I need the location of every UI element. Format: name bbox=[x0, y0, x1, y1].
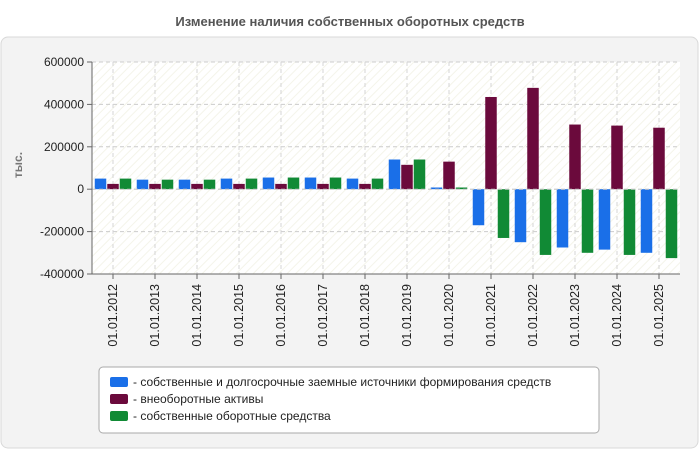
x-tick-label: 01.01.2016 bbox=[274, 284, 288, 347]
bars-layer bbox=[94, 87, 678, 259]
legend-label-1: - собственные и долгосрочные заемные ист… bbox=[133, 375, 551, 389]
x-tick-label: 01.01.2024 bbox=[610, 284, 624, 347]
bar-series-3 bbox=[287, 177, 300, 190]
x-tick-label: 01.01.2019 bbox=[400, 284, 414, 347]
bar-series-2 bbox=[233, 183, 245, 190]
x-tick-label: 01.01.2021 bbox=[484, 284, 498, 347]
bar-series-1 bbox=[598, 189, 611, 250]
bar-series-2 bbox=[569, 124, 581, 190]
x-tick-label: 01.01.2017 bbox=[316, 284, 330, 347]
legend: - собственные и долгосрочные заемные ист… bbox=[110, 375, 551, 423]
bar-series-2 bbox=[191, 183, 203, 190]
bar-series-3 bbox=[203, 179, 216, 190]
bar-series-1 bbox=[220, 178, 233, 190]
bar-series-3 bbox=[329, 177, 342, 190]
bar-series-2 bbox=[275, 183, 287, 190]
bar-series-3 bbox=[245, 178, 258, 190]
bar-series-2 bbox=[485, 96, 497, 190]
bar-series-1 bbox=[472, 189, 485, 226]
y-tick-labels: 600000 400000 200000 0 -200000 -400000 bbox=[40, 55, 84, 281]
bar-series-3 bbox=[497, 189, 510, 238]
x-tick-label: 01.01.2025 bbox=[652, 284, 666, 347]
bar-series-1 bbox=[430, 187, 443, 190]
bar-series-1 bbox=[178, 179, 191, 190]
bar-series-3 bbox=[161, 179, 174, 190]
bar-series-1 bbox=[262, 177, 275, 190]
bar-series-3 bbox=[455, 187, 468, 190]
x-tick-label: 01.01.2012 bbox=[106, 284, 120, 347]
bar-series-2 bbox=[527, 87, 539, 190]
x-tick-label: 01.01.2022 bbox=[526, 284, 540, 347]
bar-series-3 bbox=[539, 189, 552, 255]
x-tick-label: 01.01.2023 bbox=[568, 284, 582, 347]
bar-series-2 bbox=[149, 183, 161, 190]
bar-series-1 bbox=[556, 189, 569, 248]
y-tick-label: -200000 bbox=[40, 225, 84, 239]
legend-label-2: - внеоборотные активы bbox=[133, 392, 263, 406]
y-tick-label: -400000 bbox=[40, 267, 84, 281]
bar-series-1 bbox=[640, 189, 653, 253]
chart-title: Изменение наличия собственных оборотных … bbox=[175, 14, 524, 29]
x-tick-label: 01.01.2015 bbox=[232, 284, 246, 347]
x-tick-labels: 01.01.2012 01.01.2013 01.01.2014 01.01.2015… bbox=[106, 284, 666, 347]
bar-series-3 bbox=[581, 189, 594, 253]
legend-box bbox=[98, 366, 600, 434]
bar-series-2 bbox=[359, 183, 371, 190]
y-tick-label: 600000 bbox=[44, 55, 84, 69]
x-tick-label: 01.01.2014 bbox=[190, 284, 204, 347]
bar-series-3 bbox=[665, 189, 678, 259]
bar-series-3 bbox=[371, 178, 384, 190]
bar-series-3 bbox=[413, 159, 426, 190]
bar-series-2 bbox=[443, 161, 455, 190]
bar-series-3 bbox=[623, 189, 636, 255]
x-tick-label: 01.01.2018 bbox=[358, 284, 372, 347]
y-tick-label: 0 bbox=[77, 182, 84, 196]
bar-series-1 bbox=[514, 189, 527, 243]
y-tick-label: 200000 bbox=[44, 140, 84, 154]
bar-series-2 bbox=[317, 183, 329, 190]
bar-series-1 bbox=[388, 159, 401, 190]
x-tick-label: 01.01.2013 bbox=[148, 284, 162, 347]
bar-series-2 bbox=[107, 183, 119, 190]
bar-series-1 bbox=[346, 178, 359, 190]
y-axis-label: тыс. bbox=[11, 152, 25, 178]
bar-series-2 bbox=[401, 164, 413, 190]
bar-series-2 bbox=[611, 125, 623, 190]
bar-series-1 bbox=[94, 178, 107, 190]
bar-series-3 bbox=[119, 178, 132, 190]
axis-layer bbox=[87, 61, 680, 279]
legend-swatch-3 bbox=[110, 411, 128, 421]
bar-series-1 bbox=[136, 179, 149, 190]
legend-swatch-1 bbox=[110, 377, 128, 387]
y-tick-label: 400000 bbox=[44, 97, 84, 111]
legend-label-3: - собственные оборотные средства bbox=[133, 409, 331, 423]
x-tick-label: 01.01.2020 bbox=[442, 284, 456, 347]
legend-swatch-2 bbox=[110, 394, 128, 404]
bar-series-2 bbox=[653, 127, 665, 190]
bar-series-1 bbox=[304, 177, 317, 190]
